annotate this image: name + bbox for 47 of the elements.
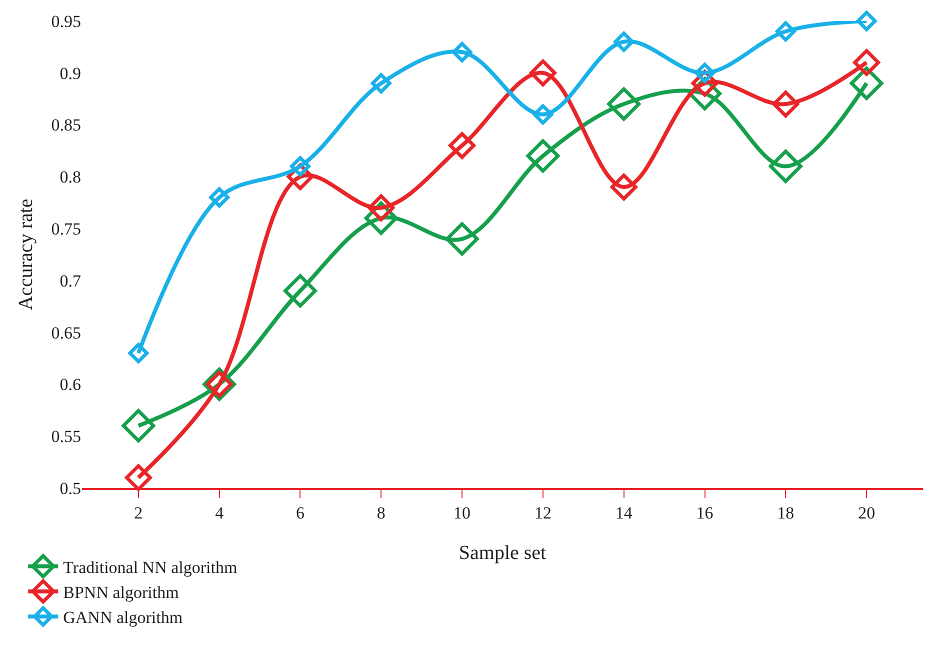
- point: [856, 10, 877, 32]
- point: [775, 21, 796, 42]
- legend-label: GANN algorithm: [63, 608, 183, 628]
- x-tick-label: 4: [215, 503, 224, 522]
- x-tick-label: 12: [534, 503, 552, 522]
- point: [448, 132, 476, 159]
- legend-label: Traditional NN algorithm: [63, 558, 238, 577]
- point: [532, 104, 554, 125]
- point: [290, 156, 310, 176]
- y-tick-label: 0.95: [51, 12, 81, 31]
- point: [284, 274, 317, 308]
- y-tick-label: 0.7: [60, 271, 82, 290]
- x-tick-label: 2: [134, 503, 143, 522]
- point: [614, 32, 634, 52]
- point: [772, 90, 800, 118]
- point: [853, 49, 880, 76]
- y-tick-label: 0.75: [51, 220, 81, 239]
- y-tick-label: 0.8: [60, 168, 81, 187]
- x-tick-label: 18: [777, 503, 794, 522]
- x-tick-label: 6: [296, 503, 304, 522]
- y-axis-title: Accuracy rate: [15, 198, 37, 310]
- point: [526, 139, 560, 173]
- y-tick-label: 0.9: [60, 64, 81, 83]
- x-tick-label: 14: [615, 503, 633, 522]
- point: [607, 87, 641, 121]
- x-tick-label: 16: [696, 503, 714, 522]
- x-tick-label: 10: [454, 503, 471, 522]
- x-tick-label: 20: [858, 503, 876, 522]
- y-tick-label: 0.65: [51, 323, 81, 342]
- x-axis-title: Sample set: [458, 542, 547, 564]
- y-tick-label: 0.6: [60, 375, 81, 394]
- point: [124, 464, 152, 492]
- legend-label: BPNN algorithm: [63, 582, 179, 602]
- point: [370, 73, 392, 94]
- point: [452, 42, 472, 62]
- point: [530, 59, 556, 86]
- point: [122, 409, 156, 442]
- point: [610, 174, 638, 200]
- point: [768, 150, 802, 183]
- point: [850, 66, 884, 100]
- y-tick-label: 0.55: [51, 427, 81, 446]
- y-tick-label: 0.85: [51, 116, 81, 135]
- point: [445, 222, 479, 256]
- point: [128, 342, 149, 364]
- y-tick-label: 0.5: [60, 478, 81, 498]
- x-tick-label: 8: [376, 503, 386, 522]
- point: [209, 187, 230, 208]
